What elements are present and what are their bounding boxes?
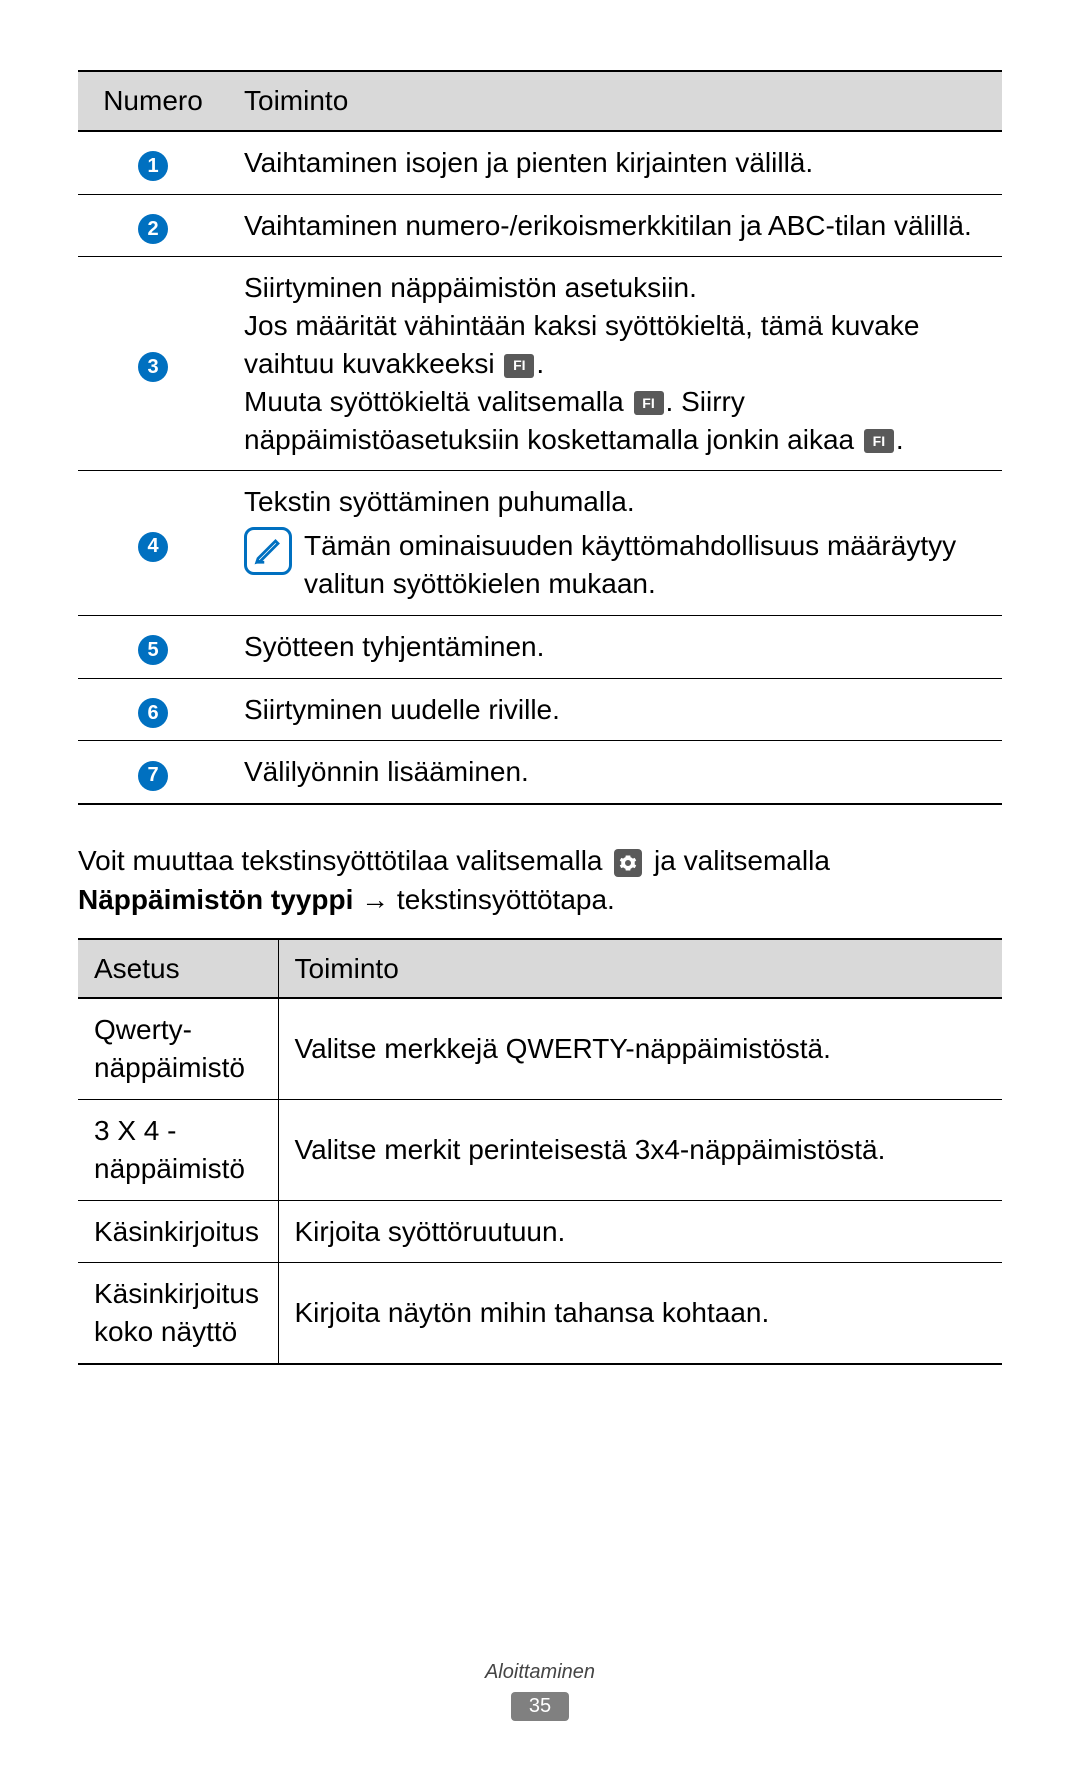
table1-header-numero: Numero (78, 71, 228, 131)
mid-part2: ja valitsemalla (646, 845, 830, 876)
row3-line2a: Jos määrität vähintään kaksi syöttökielt… (244, 310, 919, 379)
number-badge-icon: 2 (138, 214, 168, 244)
footer-section-title: Aloittaminen (0, 1661, 1080, 1684)
table1-header-toiminto: Toiminto (228, 71, 1002, 131)
setting-name: Käsinkirjoitus koko näyttö (78, 1263, 278, 1364)
mid-part1: Voit muuttaa tekstinsyöttötilaa valitsem… (78, 845, 610, 876)
setting-desc: Valitse merkkejä QWERTY-näppäimistöstä. (278, 998, 1002, 1099)
function-text: Vaihtaminen isojen ja pienten kirjainten… (228, 131, 1002, 194)
note-block: Tämän ominaisuuden käyttömahdollisuus mä… (244, 527, 986, 603)
row3-line3a: Muuta syöttökieltä valitsemalla (244, 386, 632, 417)
mid-bold: Näppäimistön tyyppi (78, 884, 353, 915)
setting-desc: Kirjoita syöttöruutuun. (278, 1200, 1002, 1263)
note-icon (244, 527, 292, 575)
number-badge-icon: 4 (138, 532, 168, 562)
setting-desc: Valitse merkit perinteisestä 3x4-näppäim… (278, 1099, 1002, 1200)
table2-header-toiminto: Toiminto (278, 939, 1002, 999)
number-badge-icon: 7 (138, 761, 168, 791)
table-row: 6 Siirtyminen uudelle riville. (78, 678, 1002, 741)
row3-line1: Siirtyminen näppäimistön asetuksiin. (244, 272, 697, 303)
page-content: Numero Toiminto 1 Vaihtaminen isojen ja … (0, 0, 1080, 1365)
note-text: Tämän ominaisuuden käyttömahdollisuus mä… (304, 527, 986, 603)
table-row: 4 Tekstin syöttäminen puhumalla. Tämän o… (78, 471, 1002, 615)
fi-language-icon: FI (864, 429, 894, 453)
table-row: Käsinkirjoitus Kirjoita syöttöruutuun. (78, 1200, 1002, 1263)
page-footer: Aloittaminen 35 (0, 1661, 1080, 1721)
number-badge-icon: 6 (138, 698, 168, 728)
fi-language-icon: FI (504, 354, 534, 378)
keyboard-type-table: Asetus Toiminto Qwerty-näppäimistö Valit… (78, 938, 1002, 1365)
table-row: 2 Vaihtaminen numero-/erikoismerkkitilan… (78, 194, 1002, 257)
function-text: Välilyönnin lisääminen. (228, 741, 1002, 804)
number-badge-icon: 3 (138, 352, 168, 382)
setting-name: 3 X 4 -näppäimistö (78, 1099, 278, 1200)
table-row: Käsinkirjoitus koko näyttö Kirjoita näyt… (78, 1263, 1002, 1364)
fi-language-icon: FI (634, 391, 664, 415)
number-badge-icon: 5 (138, 635, 168, 665)
page-number: 35 (511, 1692, 569, 1721)
instruction-paragraph: Voit muuttaa tekstinsyöttötilaa valitsem… (78, 841, 1002, 919)
setting-name: Käsinkirjoitus (78, 1200, 278, 1263)
function-text: Siirtyminen näppäimistön asetuksiin. Jos… (228, 257, 1002, 471)
function-text: Vaihtaminen numero-/erikoismerkkitilan j… (228, 194, 1002, 257)
setting-name: Qwerty-näppäimistö (78, 998, 278, 1099)
function-text: Siirtyminen uudelle riville. (228, 678, 1002, 741)
table2-header-asetus: Asetus (78, 939, 278, 999)
table-row: 5 Syötteen tyhjentäminen. (78, 615, 1002, 678)
table-row: 1 Vaihtaminen isojen ja pienten kirjaint… (78, 131, 1002, 194)
mid-part3: → tekstinsyöttötapa. (353, 884, 614, 915)
setting-desc: Kirjoita näytön mihin tahansa kohtaan. (278, 1263, 1002, 1364)
number-badge-icon: 1 (138, 151, 168, 181)
gear-icon (614, 849, 642, 877)
row4-line1: Tekstin syöttäminen puhumalla. (244, 486, 635, 517)
table-row: 3 Siirtyminen näppäimistön asetuksiin. J… (78, 257, 1002, 471)
table-row: 3 X 4 -näppäimistö Valitse merkit perint… (78, 1099, 1002, 1200)
table-row: Qwerty-näppäimistö Valitse merkkejä QWER… (78, 998, 1002, 1099)
function-text: Syötteen tyhjentäminen. (228, 615, 1002, 678)
table-row: 7 Välilyönnin lisääminen. (78, 741, 1002, 804)
numbered-function-table: Numero Toiminto 1 Vaihtaminen isojen ja … (78, 70, 1002, 805)
function-text: Tekstin syöttäminen puhumalla. Tämän omi… (228, 471, 1002, 615)
